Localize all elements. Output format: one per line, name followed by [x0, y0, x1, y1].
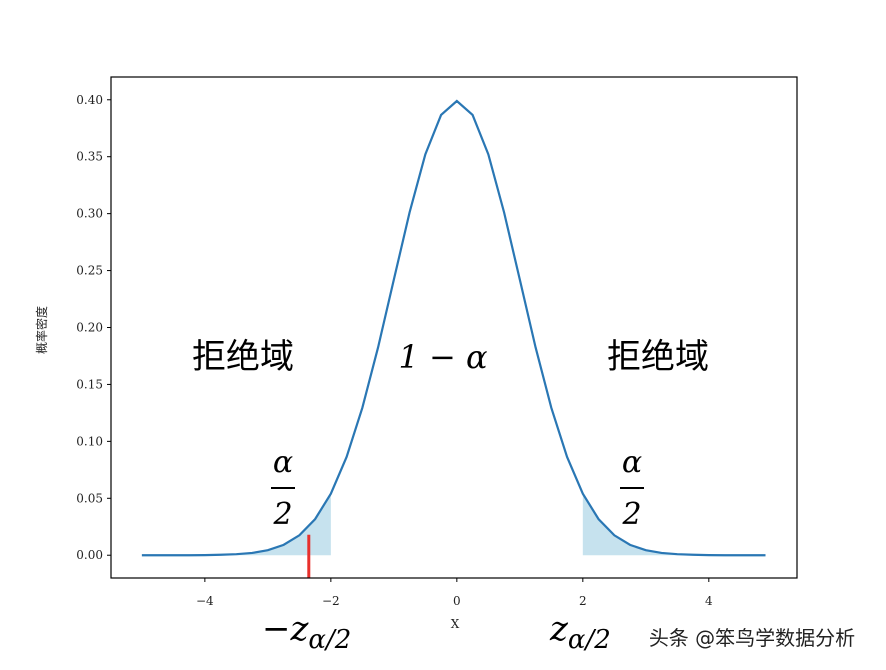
fraction-denominator: 2: [272, 497, 292, 532]
critical-subscript: α/2: [308, 625, 351, 655]
critical-symbol: z: [549, 609, 569, 649]
fraction-numerator: α: [622, 445, 642, 480]
y-tick-label: 0.40: [76, 93, 103, 107]
shaded-region: [141, 493, 331, 556]
x-tick-label: 0: [453, 594, 461, 608]
y-tick-label: 0.35: [76, 150, 103, 164]
critical-symbol: −z: [262, 609, 309, 649]
region-label: 拒绝域: [607, 337, 709, 377]
y-tick-label: 0.15: [76, 377, 103, 391]
x-tick-label: −4: [196, 594, 214, 608]
critical-label: zα/2: [549, 609, 611, 655]
watermark: 头条 @笨鸟学数据分析: [649, 626, 855, 650]
x-tick-label: 4: [705, 594, 713, 608]
critical-subscript: α/2: [568, 625, 611, 655]
fraction-numerator: α: [273, 445, 293, 480]
y-tick-label: 0.10: [76, 434, 103, 448]
y-tick-label: 0.25: [76, 264, 103, 278]
region-label: 1 − α: [398, 338, 487, 376]
y-tick-label: 0.05: [76, 491, 103, 505]
y-axis-label: 概率密度: [34, 306, 49, 354]
x-tick-label: −2: [322, 594, 340, 608]
y-tick-label: 0.20: [76, 321, 103, 335]
plot-frame: [110, 76, 798, 579]
y-tick-label: 0.30: [76, 207, 103, 221]
density-line: [141, 99, 766, 557]
x-tick-label: 2: [579, 594, 587, 608]
shaded-region: [582, 493, 766, 556]
region-label: 拒绝域: [192, 337, 294, 377]
x-axis-label: X: [451, 617, 460, 631]
fraction-denominator: 2: [621, 497, 641, 532]
critical-label: −zα/2: [262, 609, 351, 655]
y-tick-label: 0.00: [76, 548, 103, 562]
